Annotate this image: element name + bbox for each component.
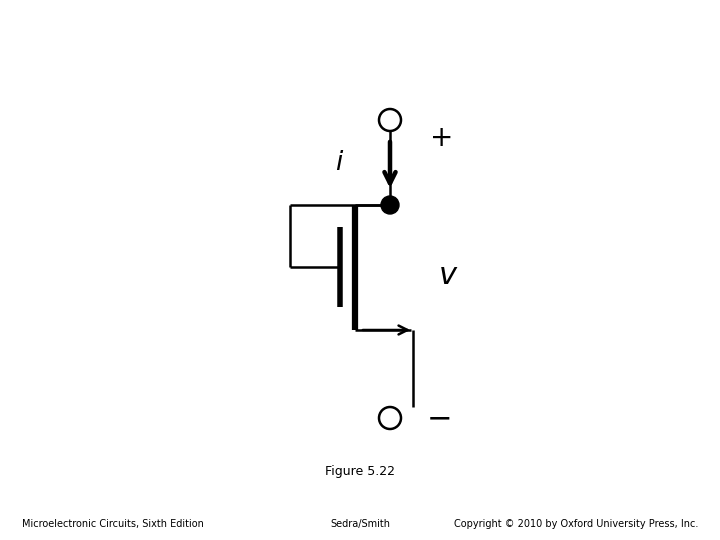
Circle shape bbox=[381, 196, 399, 214]
Text: Copyright © 2010 by Oxford University Press, Inc.: Copyright © 2010 by Oxford University Pr… bbox=[454, 519, 698, 529]
Text: $+$: $+$ bbox=[429, 124, 451, 152]
Text: Sedra/Smith: Sedra/Smith bbox=[330, 519, 390, 529]
Text: Figure 5.22: Figure 5.22 bbox=[325, 465, 395, 478]
Text: $i$: $i$ bbox=[336, 150, 345, 174]
Text: $-$: $-$ bbox=[426, 403, 450, 433]
Text: $v$: $v$ bbox=[438, 260, 458, 291]
Text: Microelectronic Circuits, Sixth Edition: Microelectronic Circuits, Sixth Edition bbox=[22, 519, 204, 529]
